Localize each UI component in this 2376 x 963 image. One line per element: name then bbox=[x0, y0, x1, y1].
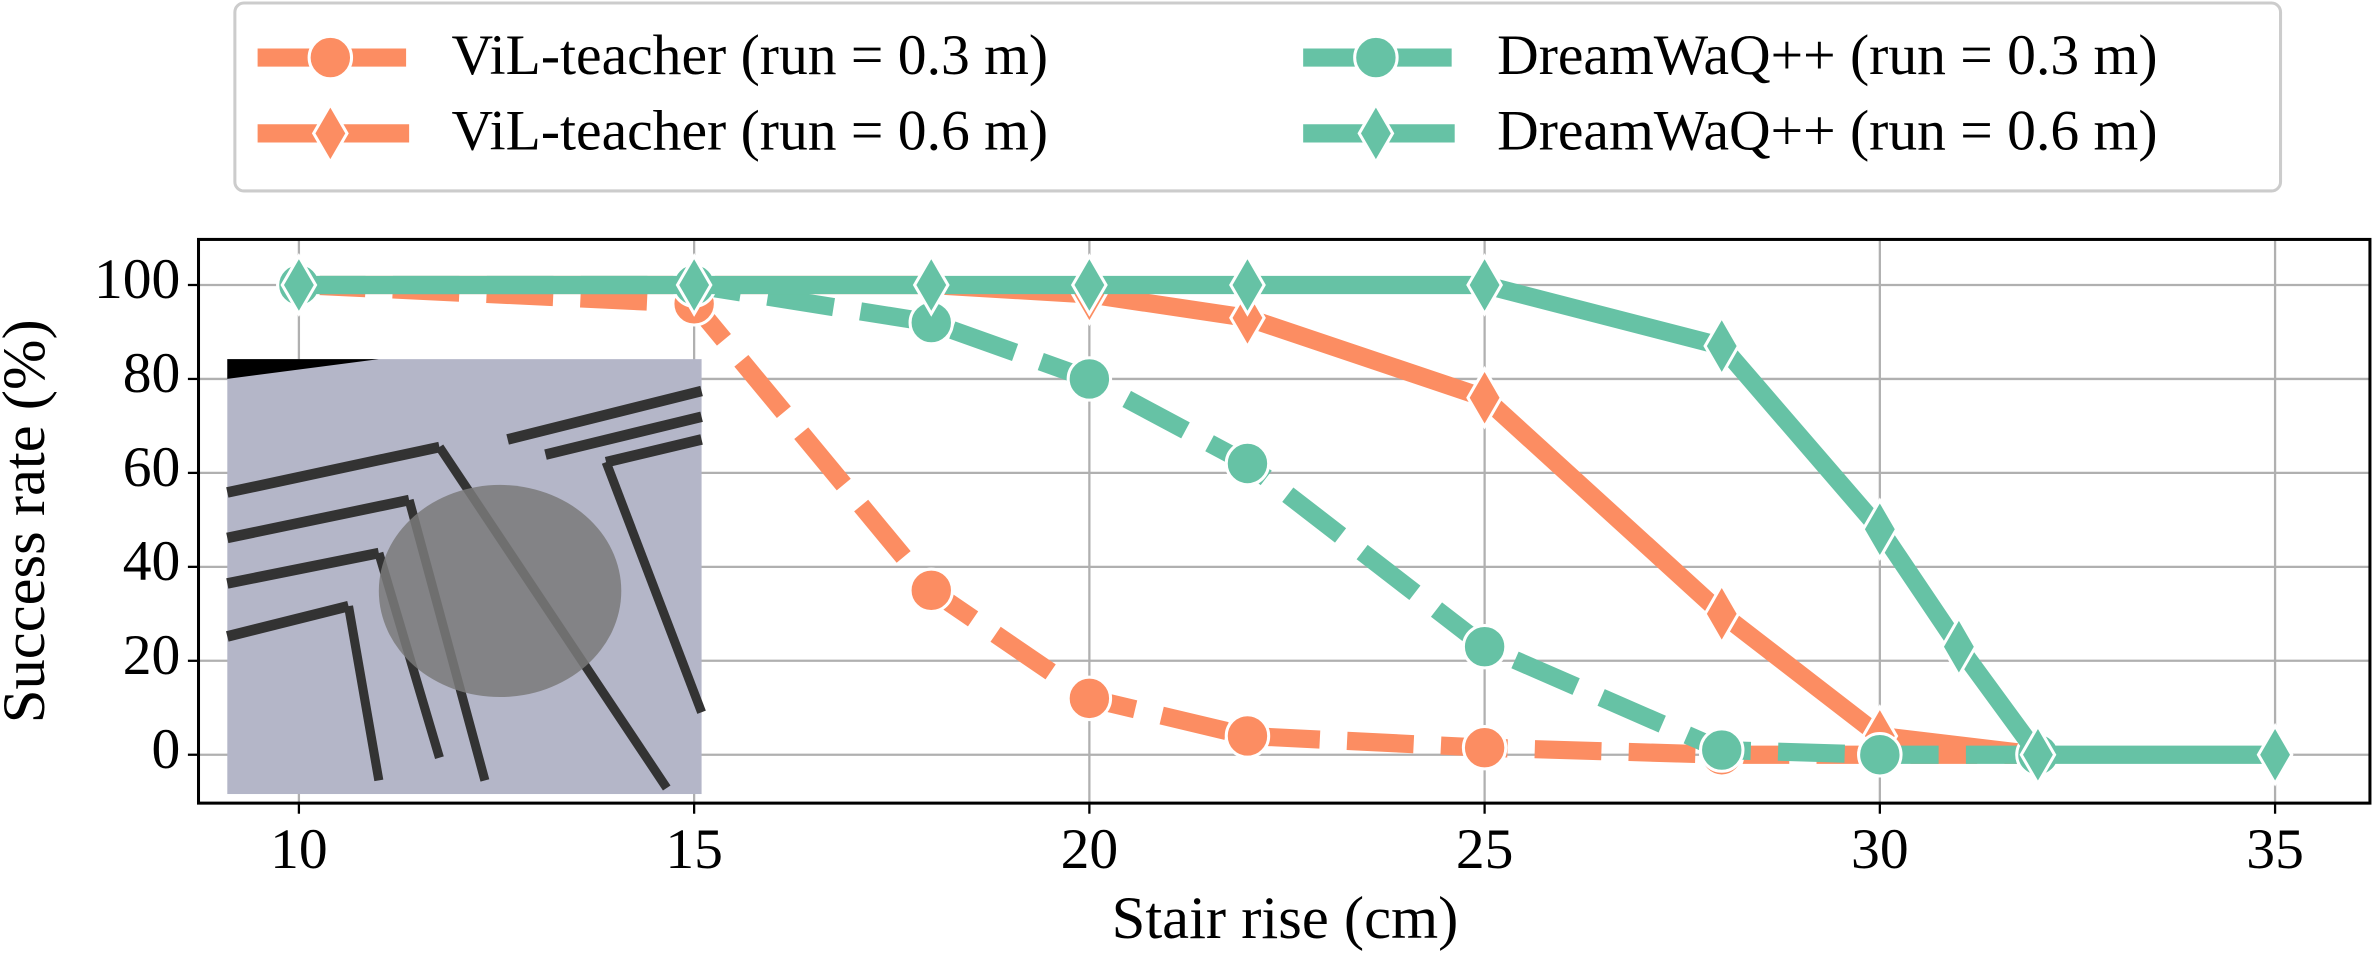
y-tick-label: 60 bbox=[123, 436, 181, 499]
marker bbox=[1466, 253, 1504, 317]
marker bbox=[1461, 623, 1508, 670]
y-tick-label: 80 bbox=[123, 342, 181, 405]
y-tick-label: 40 bbox=[123, 530, 181, 593]
plot-area bbox=[198, 239, 2370, 804]
marker bbox=[908, 567, 955, 614]
marker bbox=[1461, 724, 1508, 771]
marker bbox=[1703, 314, 1741, 378]
inset-stair bbox=[506, 385, 703, 445]
legend-marker bbox=[1353, 34, 1399, 81]
legend-entry: DreamWaQ++ (run = 0.3 m) bbox=[1303, 24, 2158, 87]
x-axis-label: Stair rise (cm) bbox=[1112, 885, 1459, 952]
marker bbox=[1466, 365, 1504, 430]
legend-frame bbox=[233, 1, 2283, 193]
legend-marker bbox=[311, 101, 349, 166]
x-tick-label: 20 bbox=[1061, 818, 1119, 881]
marker bbox=[1861, 497, 1899, 562]
legend-label: DreamWaQ++ (run = 0.3 m) bbox=[1497, 24, 2157, 87]
x-tick-label: 25 bbox=[1456, 818, 1514, 881]
marker bbox=[1229, 253, 1266, 317]
marker bbox=[1224, 713, 1271, 759]
inset-sky bbox=[227, 359, 379, 379]
marker bbox=[1070, 253, 1108, 317]
inset-robots bbox=[378, 484, 622, 698]
legend-entry: DreamWaQ++ (run = 0.6 m) bbox=[1303, 100, 2158, 166]
x-tick-label: 35 bbox=[2246, 818, 2304, 881]
marker bbox=[2019, 722, 2057, 787]
marker bbox=[1699, 727, 1745, 773]
marker bbox=[912, 253, 950, 317]
inset-stair bbox=[601, 460, 706, 714]
marker bbox=[675, 253, 713, 317]
legend-label: ViL-teacher (run = 0.6 m) bbox=[452, 100, 1049, 163]
x-tick-label: 15 bbox=[665, 818, 723, 881]
marker bbox=[1066, 675, 1113, 722]
marker bbox=[1940, 614, 1978, 679]
marker bbox=[1857, 732, 1903, 778]
marker bbox=[280, 253, 318, 317]
legend-entry: ViL-teacher (run = 0.6 m) bbox=[257, 100, 1049, 166]
x-tick-label: 30 bbox=[1851, 818, 1909, 881]
legend-marker bbox=[307, 34, 354, 81]
inset-stair bbox=[604, 434, 703, 468]
plot-frame bbox=[196, 237, 2372, 805]
legend-entry: ViL-teacher (run = 0.3 m) bbox=[257, 24, 1049, 87]
marker bbox=[2256, 722, 2294, 787]
marker bbox=[1229, 286, 1266, 350]
inset-stair bbox=[544, 411, 703, 460]
y-tick-label: 0 bbox=[152, 718, 181, 781]
inset-image bbox=[226, 359, 706, 795]
y-tick-label: 100 bbox=[94, 248, 180, 311]
inset-stair bbox=[226, 441, 441, 498]
marker bbox=[1224, 440, 1271, 487]
inset-stair bbox=[344, 605, 384, 782]
inset-stair bbox=[226, 600, 350, 642]
legend-label: DreamWaQ++ (run = 0.6 m) bbox=[1497, 100, 2157, 163]
x-tick-label: 10 bbox=[270, 818, 328, 881]
y-axis-label: Success rate (%) bbox=[0, 319, 58, 723]
marker bbox=[1703, 582, 1741, 646]
legend-label: ViL-teacher (run = 0.3 m) bbox=[452, 24, 1049, 87]
inset-stair bbox=[226, 547, 380, 589]
inset-stair bbox=[226, 494, 411, 544]
legend-marker bbox=[1357, 101, 1395, 166]
marker bbox=[1066, 356, 1113, 402]
y-tick-label: 20 bbox=[123, 624, 181, 687]
